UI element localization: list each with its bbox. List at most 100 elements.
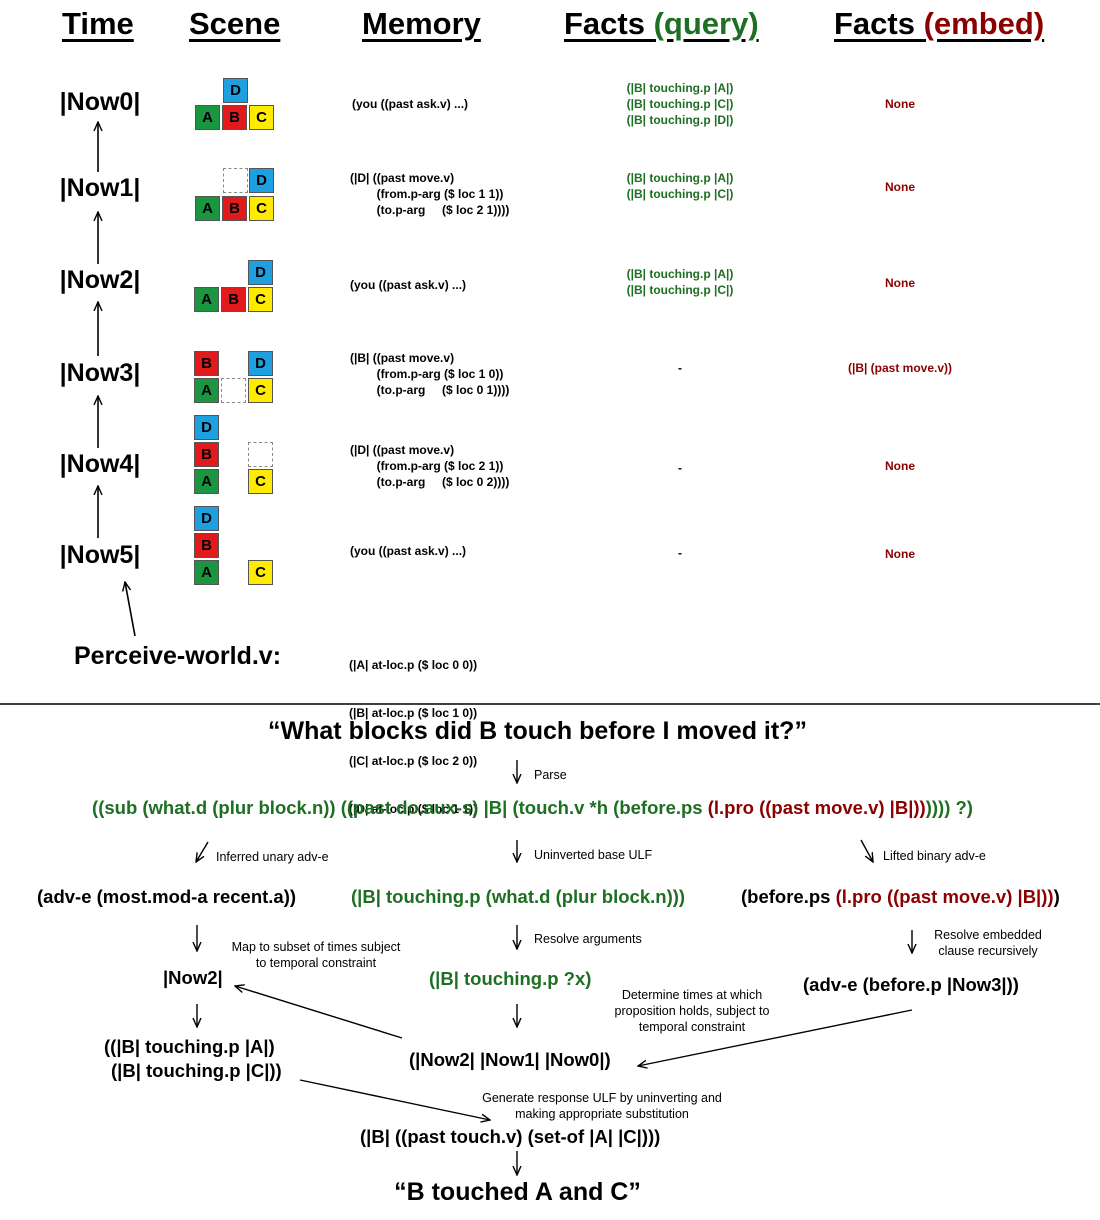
empty-slot (248, 442, 273, 467)
facts-query-now5: - (678, 546, 682, 560)
fact-item: (|B| touching.p |C|) (626, 283, 734, 297)
resolve-args-label: Resolve arguments (534, 932, 642, 946)
time-label-now4: |Now4| (59, 450, 141, 478)
block-b: B (221, 287, 246, 312)
fact-item: (|B| touching.p |C|) (626, 97, 734, 111)
memory-entry-now0: (you ((past ask.v) ...) (352, 97, 469, 111)
question-text: “What blocks did B touch before I moved … (268, 717, 807, 745)
result-facts: ((|B| touching.p |A|) (|B| touching.p |C… (104, 1035, 282, 1083)
query-ulf: ((sub (what.d (plur block.n)) ((past do.… (0, 797, 1065, 819)
query-ulf-tail: )))) ?) (925, 797, 973, 818)
memory-entry-now3: (|B| ((past move.v) (from.p-arg ($ loc 1… (350, 351, 510, 397)
map-label: Map to subset of times subject to tempor… (231, 940, 401, 970)
before-prefix: (before.ps (741, 886, 836, 907)
fact-item: (|B| touching.p |A|) (626, 81, 734, 95)
header-facts-embed-suffix: (embed) (923, 6, 1045, 41)
facts-embed-now2: None (885, 276, 915, 290)
block-c: C (248, 287, 273, 312)
result-fact: ((|B| touching.p |A|) (104, 1036, 275, 1057)
block-b: B (194, 351, 219, 376)
block-a: A (194, 560, 219, 585)
block-b: B (194, 442, 219, 467)
facts-query-now1: (|B| touching.p |A|) (|B| touching.p |C|… (590, 170, 770, 202)
fact-item: (|B| touching.p |D|) (626, 113, 734, 127)
base-ulf: (|B| touching.p (what.d (plur block.n))) (351, 886, 686, 907)
before-embedded: (l.pro ((past move.v) |B|)) (835, 886, 1054, 907)
facts-embed-now4: None (885, 459, 915, 473)
time-label-now3: |Now3| (59, 359, 141, 387)
block-a: A (194, 378, 219, 403)
empty-slot (221, 378, 246, 403)
header-facts-embed: Facts (embed) (834, 6, 1044, 42)
facts-query-now0: (|B| touching.p |A|) (|B| touching.p |C|… (590, 80, 770, 128)
block-a: A (194, 287, 219, 312)
block-b: B (222, 105, 247, 130)
time-label-now0: |Now0| (59, 88, 141, 116)
block-d: D (223, 78, 248, 103)
header-scene: Scene (189, 6, 281, 41)
query-ulf-main: ((sub (what.d (plur block.n)) ((past do.… (92, 797, 708, 818)
memory-entry-now2: (you ((past ask.v) ...) (350, 278, 467, 292)
perceive-fact: (|B| at-loc.p ($ loc 1 0)) (349, 706, 478, 720)
before-tail: ) (1053, 886, 1060, 907)
block-d: D (248, 260, 273, 285)
fact-item: (|B| touching.p |A|) (626, 267, 734, 281)
parse-label: Parse (534, 768, 567, 782)
facts-embed-now0: None (885, 97, 915, 111)
adv-recent: (adv-e (most.mod-a recent.a)) (37, 886, 297, 907)
block-c: C (248, 560, 273, 585)
uninverted-label: Uninverted base ULF (534, 848, 653, 862)
memory-entry-now4: (|D| ((past move.v) (from.p-arg ($ loc 2… (350, 443, 510, 489)
perceive-fact: (|C| at-loc.p ($ loc 2 0)) (349, 754, 478, 768)
header-facts-query-prefix: Facts (564, 6, 654, 41)
inferred-label: Inferred unary adv-e (216, 850, 329, 864)
block-c: C (249, 196, 274, 221)
block-a: A (195, 196, 220, 221)
block-c: C (248, 469, 273, 494)
generate-label: Generate response ULF by uninverting and… (482, 1091, 722, 1121)
header-facts-query-suffix: (query) (653, 6, 759, 41)
header-facts-query: Facts (query) (564, 6, 759, 42)
perceive-fact: (|A| at-loc.p ($ loc 0 0)) (349, 658, 478, 672)
memory-entry-now5: (you ((past ask.v) ...) (350, 544, 467, 558)
facts-query-now4: - (678, 461, 682, 475)
determine-label: Determine times at which proposition hol… (614, 988, 770, 1034)
block-d: D (249, 168, 274, 193)
block-b: B (222, 196, 247, 221)
memory-entry-now1: (|D| ((past move.v) (from.p-arg ($ loc 1… (350, 171, 510, 217)
perceive-facts: (|A| at-loc.p ($ loc 0 0)) (|B| at-loc.p… (349, 625, 477, 833)
times-list: (|Now2| |Now1| |Now0|) (409, 1049, 611, 1070)
perceive-arrow (125, 582, 136, 637)
time-label-now1: |Now1| (59, 174, 141, 202)
empty-slot (223, 168, 248, 193)
now2-result: |Now2| (163, 967, 223, 988)
facts-embed-now3: (|B| (past move.v)) (847, 361, 953, 375)
response-ulf: (|B| ((past touch.v) (set-of |A| |C|))) (360, 1126, 661, 1147)
facts-embed-now1: None (885, 180, 915, 194)
block-a: A (194, 469, 219, 494)
block-d: D (248, 351, 273, 376)
lifted-label: Lifted binary adv-e (883, 849, 986, 863)
block-c: C (248, 378, 273, 403)
block-d: D (194, 415, 219, 440)
facts-query-now3: - (678, 361, 682, 375)
perceive-world-label: Perceive-world.v: (74, 642, 282, 670)
result-fact: (|B| touching.p |C|)) (111, 1060, 282, 1081)
header-time: Time (62, 6, 134, 41)
time-label-now2: |Now2| (59, 266, 141, 294)
before-clause: (before.ps (l.pro ((past move.v) |B|))) (741, 886, 1060, 908)
resolve-embedded-label: Resolve embedded clause recursively (934, 928, 1042, 958)
facts-query-now2: (|B| touching.p |A|) (|B| touching.p |C|… (590, 266, 770, 298)
block-c: C (249, 105, 274, 130)
header-facts-embed-prefix: Facts (834, 6, 924, 41)
perceive-fact: (|D| at-loc.p ($ loc 1 1)) (349, 802, 478, 816)
final-answer: “B touched A and C” (394, 1178, 641, 1206)
query-ulf-embedded: (l.pro ((past move.v) |B|)) (707, 797, 926, 818)
fact-item: (|B| touching.p |C|) (626, 187, 734, 201)
block-d: D (194, 506, 219, 531)
block-b: B (194, 533, 219, 558)
header-memory: Memory (362, 6, 481, 41)
touching-x: (|B| touching.p ?x) (429, 968, 592, 989)
block-a: A (195, 105, 220, 130)
